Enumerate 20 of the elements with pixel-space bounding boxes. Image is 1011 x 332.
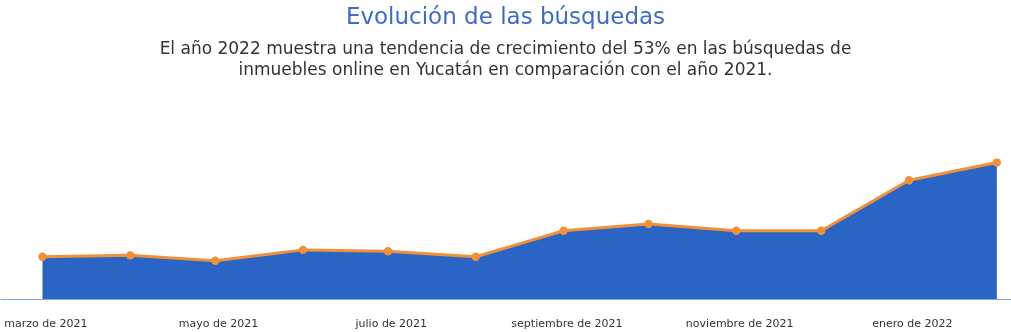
point [126, 251, 135, 260]
point [298, 245, 308, 255]
point [732, 226, 741, 235]
point [904, 176, 914, 185]
x-tick-label: mayo de 2021 [178, 316, 259, 330]
point [559, 226, 568, 235]
point [992, 158, 1002, 167]
chart-subtitle: El año 2022 muestra una tendencia de crecimiento del 53% en las búsquedas de inmuebles online en Yucatán en comparación con el año 2021. [159, 38, 852, 79]
point [383, 247, 393, 256]
point [471, 252, 480, 261]
chart-title: Evolución de las búsquedas [345, 3, 666, 29]
x-tick-label: julio de 2021 [354, 316, 428, 330]
x-tick-label: enero de 2022 [872, 316, 953, 330]
point [644, 219, 653, 229]
x-tick-label: septiembre de 2021 [511, 316, 623, 330]
x-tick-label: marzo de 2021 [4, 316, 88, 330]
point [211, 256, 220, 265]
x-tick-label: noviembre de 2021 [685, 316, 794, 330]
point [38, 252, 47, 261]
point [817, 226, 826, 235]
